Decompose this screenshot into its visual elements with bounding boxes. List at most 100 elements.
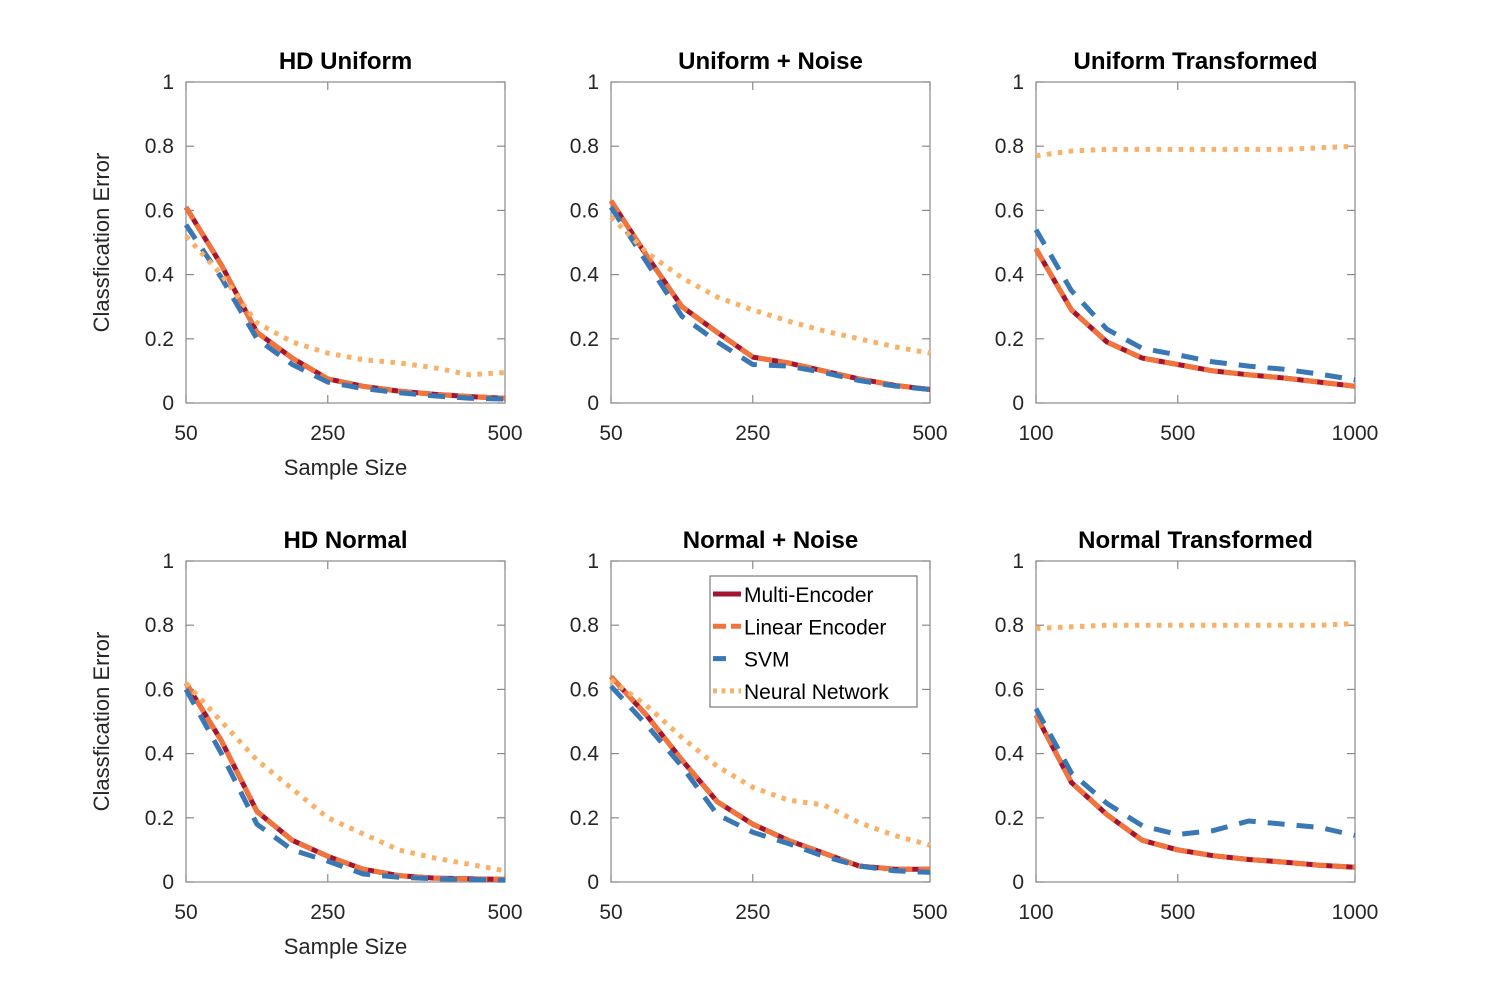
series-line-linear-encoder [1033, 247, 1356, 389]
y-axis-label: Classfication Error [89, 153, 114, 333]
series-line-neural-network [1035, 621, 1356, 631]
axes-box [610, 81, 931, 404]
x-tick-label: 50 [174, 901, 197, 924]
x-tick-label: 250 [310, 422, 345, 445]
series-line-svm [183, 223, 506, 402]
y-tick-label: 0.4 [145, 743, 175, 766]
x-axis-label: Sample Size [284, 934, 408, 959]
series-line-linear-encoder [608, 199, 931, 392]
series-line-linear-encoder [1033, 713, 1356, 870]
y-tick-label: 0.8 [145, 614, 174, 637]
axes-box [185, 560, 506, 883]
y-tick-label: 0.8 [145, 135, 174, 158]
y-tick-label: 1 [587, 550, 599, 573]
series-line-neural-network [184, 681, 506, 874]
series-line-neural-network [1035, 143, 1356, 159]
x-tick-label: 250 [735, 422, 770, 445]
x-tick-label: 250 [310, 901, 345, 924]
y-tick-label: 0.6 [995, 199, 1024, 222]
y-tick-label: 0.8 [995, 614, 1024, 637]
y-tick-label: 0.6 [995, 678, 1024, 701]
y-tick-label: 0.8 [570, 614, 599, 637]
chart-title: Uniform Transformed [1073, 48, 1317, 75]
axes-box [1035, 560, 1356, 883]
x-tick-label: 1000 [1332, 422, 1379, 445]
y-tick-label: 0 [587, 871, 599, 894]
chart-normal-noise: 50 250 500 0 0.2 0.4 0.6 0.8 1 Normal + Noise Mult… [570, 527, 948, 924]
x-tick-label: 500 [912, 901, 947, 924]
chart-title: Normal Transformed [1078, 527, 1313, 554]
series-line-neural-network [609, 677, 931, 848]
y-tick-label: 0.4 [995, 743, 1025, 766]
chart-normal-transformed: 100 500 1000 0 0.2 0.4 0.6 0.8 1 Normal Transform… [995, 527, 1379, 924]
series-line-linear-encoder [609, 674, 930, 872]
x-tick-label: 500 [1160, 901, 1195, 924]
y-tick-label: 1 [162, 550, 174, 573]
x-tick-label: 1000 [1332, 901, 1379, 924]
y-tick-label: 0.2 [570, 807, 599, 830]
y-tick-label: 0.6 [145, 199, 174, 222]
y-tick-label: 0.2 [995, 328, 1024, 351]
x-tick-label: 500 [487, 901, 522, 924]
y-tick-label: 0.4 [995, 264, 1025, 287]
y-tick-label: 0.4 [145, 264, 175, 287]
x-tick-label: 100 [1018, 422, 1053, 445]
axes-box [185, 81, 506, 404]
legend-label: Linear Encoder [744, 616, 886, 639]
y-tick-label: 0.2 [570, 328, 599, 351]
y-axis-label: Classfication Error [89, 632, 114, 812]
y-tick-label: 0.2 [145, 807, 174, 830]
y-tick-label: 1 [1012, 550, 1024, 573]
y-tick-label: 0.4 [570, 743, 600, 766]
series-line-svm [608, 205, 931, 392]
series-line-svm [1033, 228, 1356, 383]
chart-title: Uniform + Noise [678, 48, 863, 75]
y-tick-label: 0.2 [995, 807, 1024, 830]
y-tick-label: 0 [162, 871, 174, 894]
series-line-neural-network [184, 234, 506, 378]
y-tick-label: 1 [162, 71, 174, 94]
chart-title: Normal + Noise [683, 527, 858, 554]
y-tick-label: 1 [1012, 71, 1024, 94]
series-line-linear-encoder [183, 205, 506, 401]
y-tick-label: 0.8 [995, 135, 1024, 158]
x-tick-label: 100 [1018, 901, 1053, 924]
chart-uniform-noise: 50 250 500 0 0.2 0.4 0.6 0.8 1 Uniform + Noise [570, 48, 948, 445]
chart-hd-uniform: 50 250 500 0 0.2 0.4 0.6 0.8 1 HD Uniform Sample S… [89, 48, 523, 480]
y-tick-label: 0 [1012, 871, 1024, 894]
legend: Multi-Encoder Linear Encoder SVM Neural Net… [709, 575, 918, 708]
x-tick-label: 500 [1160, 422, 1195, 445]
series-line-linear-encoder [183, 681, 506, 882]
y-tick-label: 0 [1012, 392, 1024, 415]
series-line-neural-network [609, 215, 931, 356]
y-tick-label: 0.6 [570, 199, 599, 222]
series-line-svm [1033, 707, 1356, 838]
x-tick-label: 50 [599, 422, 622, 445]
x-tick-label: 500 [487, 422, 522, 445]
y-tick-label: 0.4 [570, 264, 600, 287]
x-tick-label: 50 [174, 422, 197, 445]
x-tick-label: 50 [599, 901, 622, 924]
legend-box [709, 575, 918, 708]
y-tick-label: 1 [587, 71, 599, 94]
x-axis-label: Sample Size [284, 455, 408, 480]
legend-label: SVM [744, 649, 790, 672]
y-tick-label: 0.8 [570, 135, 599, 158]
y-tick-label: 0 [162, 392, 174, 415]
y-tick-label: 0.6 [570, 678, 599, 701]
y-tick-label: 0 [587, 392, 599, 415]
axes-box [610, 560, 931, 883]
x-tick-label: 250 [735, 901, 770, 924]
x-tick-label: 500 [912, 422, 947, 445]
y-tick-label: 0.2 [145, 328, 174, 351]
legend-label: Multi-Encoder [744, 584, 874, 607]
legend-label: Neural Network [744, 681, 889, 704]
axes-box [1035, 81, 1356, 404]
chart-uniform-transformed: 100 500 1000 0 0.2 0.4 0.6 0.8 1 Uniform Transfor… [995, 48, 1379, 445]
series-line-svm [183, 688, 506, 883]
chart-title: HD Normal [283, 527, 407, 554]
chart-title: HD Uniform [279, 48, 412, 75]
chart-hd-normal: 50 250 500 0 0.2 0.4 0.6 0.8 1 HD Normal Sample Si… [89, 527, 523, 959]
